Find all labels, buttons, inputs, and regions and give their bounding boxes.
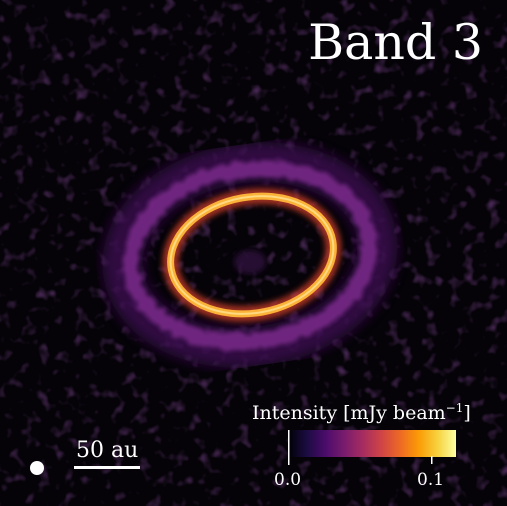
- colorbar-label-exponent: −1: [445, 401, 464, 415]
- beam-ellipse: [30, 461, 44, 475]
- colorbar-label-main: Intensity [mJy beam: [252, 402, 446, 424]
- colorbar-tick-label-1: 0.1: [417, 470, 445, 490]
- colorbar-label: Intensity [mJy beam−1]: [252, 402, 471, 423]
- scale-bar-label: 50 au: [76, 438, 139, 463]
- colorbar-label-close: ]: [463, 402, 471, 424]
- outer-ring: [122, 160, 378, 350]
- central-emission: [234, 250, 266, 274]
- colorbar-tick-0: [288, 430, 290, 465]
- colorbar-tick-1: [431, 456, 433, 464]
- colorbar: [288, 430, 456, 457]
- band-title: Band 3: [308, 14, 483, 71]
- colorbar-tick-label-0: 0.0: [274, 470, 302, 490]
- scale-bar: [74, 466, 140, 469]
- inner-ring: [167, 192, 337, 318]
